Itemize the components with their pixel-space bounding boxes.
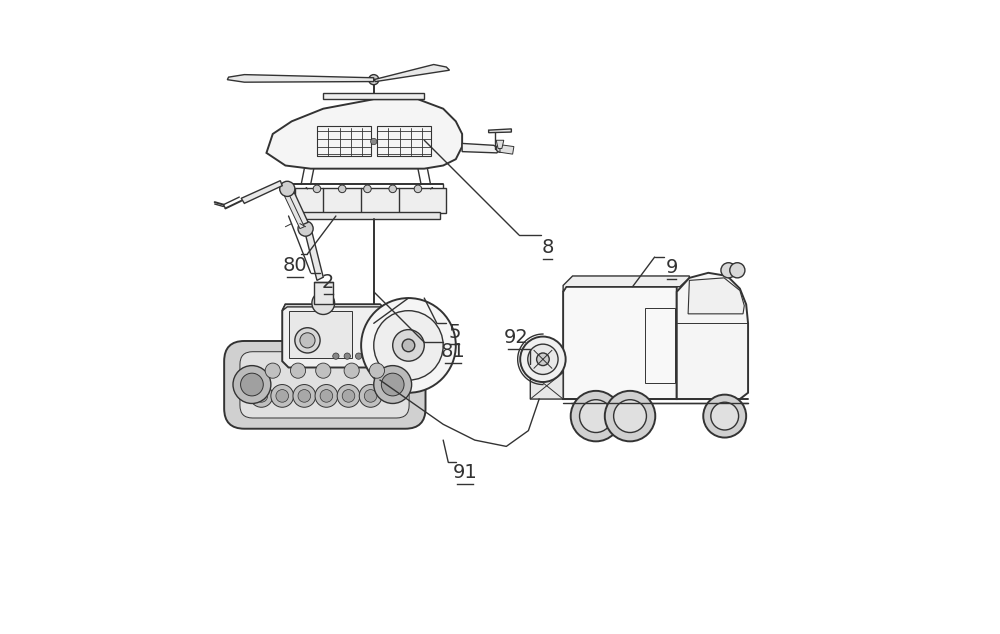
Text: 9: 9 xyxy=(666,258,678,277)
Ellipse shape xyxy=(580,399,612,432)
Ellipse shape xyxy=(414,185,422,193)
Ellipse shape xyxy=(721,262,736,278)
Polygon shape xyxy=(563,287,677,399)
Ellipse shape xyxy=(374,311,443,380)
Text: 80: 80 xyxy=(283,256,307,275)
Ellipse shape xyxy=(320,389,333,402)
Ellipse shape xyxy=(364,185,371,193)
Polygon shape xyxy=(283,192,304,229)
Polygon shape xyxy=(227,75,374,82)
Ellipse shape xyxy=(298,221,313,236)
Polygon shape xyxy=(489,129,511,133)
Text: 81: 81 xyxy=(440,342,465,361)
Ellipse shape xyxy=(312,292,335,314)
Ellipse shape xyxy=(250,385,273,407)
Ellipse shape xyxy=(276,389,289,402)
Text: 2: 2 xyxy=(322,273,334,292)
Bar xyxy=(289,311,352,358)
Ellipse shape xyxy=(614,399,646,432)
Polygon shape xyxy=(563,276,689,292)
FancyBboxPatch shape xyxy=(240,352,409,418)
Text: 5: 5 xyxy=(448,323,461,342)
Polygon shape xyxy=(304,227,323,280)
Ellipse shape xyxy=(730,262,745,278)
Polygon shape xyxy=(688,278,744,314)
Bar xyxy=(377,126,431,156)
Ellipse shape xyxy=(315,385,338,407)
Text: 92: 92 xyxy=(503,328,528,347)
Bar xyxy=(317,126,371,156)
Ellipse shape xyxy=(293,385,316,407)
Ellipse shape xyxy=(528,344,558,375)
Ellipse shape xyxy=(359,385,382,407)
Text: 8: 8 xyxy=(541,238,554,257)
Ellipse shape xyxy=(344,363,359,378)
Ellipse shape xyxy=(703,394,746,437)
Polygon shape xyxy=(323,93,424,100)
Ellipse shape xyxy=(290,363,306,378)
Ellipse shape xyxy=(364,389,377,402)
Ellipse shape xyxy=(313,185,321,193)
Ellipse shape xyxy=(571,391,621,441)
Ellipse shape xyxy=(605,391,655,441)
Ellipse shape xyxy=(241,373,263,396)
Ellipse shape xyxy=(520,337,566,382)
Ellipse shape xyxy=(389,185,396,193)
Polygon shape xyxy=(374,65,450,82)
Bar xyxy=(314,282,333,304)
Polygon shape xyxy=(462,143,500,153)
Ellipse shape xyxy=(361,298,456,392)
Polygon shape xyxy=(284,187,308,226)
Ellipse shape xyxy=(300,333,315,348)
Ellipse shape xyxy=(711,402,739,430)
Ellipse shape xyxy=(393,330,424,361)
Polygon shape xyxy=(282,304,386,368)
Ellipse shape xyxy=(369,363,384,378)
Bar xyxy=(295,188,446,213)
Polygon shape xyxy=(496,140,504,148)
Ellipse shape xyxy=(295,328,320,353)
Ellipse shape xyxy=(355,353,362,359)
Ellipse shape xyxy=(338,185,346,193)
Bar xyxy=(645,307,675,384)
Ellipse shape xyxy=(280,181,295,197)
Ellipse shape xyxy=(402,339,415,352)
Ellipse shape xyxy=(271,385,294,407)
Ellipse shape xyxy=(265,363,280,378)
Ellipse shape xyxy=(344,353,350,359)
Ellipse shape xyxy=(381,373,404,396)
Ellipse shape xyxy=(333,353,339,359)
Polygon shape xyxy=(530,373,563,399)
Ellipse shape xyxy=(374,366,412,403)
Polygon shape xyxy=(500,145,514,154)
Ellipse shape xyxy=(337,385,360,407)
Ellipse shape xyxy=(233,366,271,403)
Ellipse shape xyxy=(298,389,311,402)
Polygon shape xyxy=(677,273,748,399)
Polygon shape xyxy=(266,100,462,169)
Ellipse shape xyxy=(255,389,268,402)
Text: 91: 91 xyxy=(453,463,478,482)
Polygon shape xyxy=(282,304,386,311)
Ellipse shape xyxy=(316,363,331,378)
Ellipse shape xyxy=(371,138,377,145)
Ellipse shape xyxy=(369,75,379,85)
Ellipse shape xyxy=(496,145,504,152)
Ellipse shape xyxy=(342,389,355,402)
Ellipse shape xyxy=(537,353,549,366)
Polygon shape xyxy=(241,181,282,204)
Bar xyxy=(301,212,440,219)
FancyBboxPatch shape xyxy=(224,341,426,429)
